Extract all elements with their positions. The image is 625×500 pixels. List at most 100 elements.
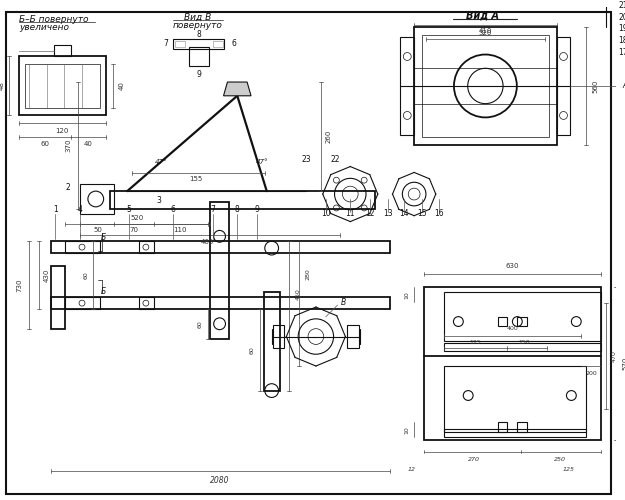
Text: 280: 280 <box>306 268 311 280</box>
Bar <box>173 39 224 48</box>
Text: 465: 465 <box>201 239 214 245</box>
Text: 9: 9 <box>254 206 259 214</box>
Text: 12: 12 <box>408 466 416 471</box>
Text: 7: 7 <box>210 206 215 214</box>
Text: 250: 250 <box>554 457 566 462</box>
Bar <box>422 35 549 137</box>
Text: 48: 48 <box>0 82 4 90</box>
Text: 320: 320 <box>479 30 492 36</box>
Text: 9: 9 <box>196 70 201 78</box>
Text: увеличено: увеличено <box>19 22 69 32</box>
Text: 450: 450 <box>296 288 301 300</box>
Text: 150: 150 <box>518 340 530 344</box>
Bar <box>80 184 114 214</box>
Bar <box>518 422 527 432</box>
Text: 400: 400 <box>506 326 518 331</box>
Bar <box>213 41 222 46</box>
Bar <box>65 297 100 309</box>
Text: 5: 5 <box>127 206 132 214</box>
Text: 570: 570 <box>622 357 625 370</box>
Bar <box>348 325 359 348</box>
Bar <box>272 325 284 348</box>
Text: 6: 6 <box>232 39 237 48</box>
Text: 470: 470 <box>612 350 617 362</box>
Text: 23: 23 <box>301 155 311 164</box>
Text: 18: 18 <box>619 36 625 46</box>
Text: Б–Б повернуто: Б–Б повернуто <box>19 14 89 24</box>
Text: 520: 520 <box>131 214 144 220</box>
Text: 10: 10 <box>405 292 410 299</box>
Text: 60: 60 <box>84 272 89 279</box>
Bar <box>51 297 389 309</box>
Bar <box>109 191 375 209</box>
Text: 120: 120 <box>56 128 69 134</box>
Text: 270: 270 <box>468 457 479 462</box>
Text: 630: 630 <box>506 263 519 269</box>
Text: 60: 60 <box>249 346 254 354</box>
Bar <box>176 41 185 46</box>
Text: 155: 155 <box>189 176 202 182</box>
Text: 13: 13 <box>382 209 392 218</box>
Text: 40: 40 <box>84 141 92 147</box>
Bar <box>65 241 100 253</box>
Text: 10: 10 <box>405 426 410 434</box>
Text: 22: 22 <box>331 155 340 164</box>
Text: 370: 370 <box>65 138 71 152</box>
Text: 19: 19 <box>619 24 625 34</box>
Text: 70: 70 <box>129 228 139 234</box>
Text: 2: 2 <box>66 182 71 192</box>
Text: 15: 15 <box>418 209 427 218</box>
Text: Вид В: Вид В <box>184 12 212 22</box>
Text: 12: 12 <box>365 209 374 218</box>
Text: 10: 10 <box>321 209 331 218</box>
Text: 20: 20 <box>619 12 625 22</box>
Text: 260: 260 <box>326 130 332 143</box>
Bar <box>444 366 586 432</box>
Text: повернуто: повернуто <box>173 20 223 30</box>
Text: 110: 110 <box>174 228 187 234</box>
Bar <box>498 422 508 432</box>
Bar <box>401 37 414 135</box>
Bar <box>444 292 601 341</box>
Text: 8: 8 <box>235 206 239 214</box>
Text: B: B <box>341 298 346 306</box>
Text: 14: 14 <box>399 209 409 218</box>
Text: 125: 125 <box>470 340 481 344</box>
Text: 410: 410 <box>479 28 492 34</box>
Bar <box>424 288 601 440</box>
Bar <box>498 316 508 326</box>
Text: 11: 11 <box>346 209 355 218</box>
Bar <box>414 27 557 145</box>
Text: 6: 6 <box>171 206 176 214</box>
Text: 16: 16 <box>434 209 444 218</box>
Bar <box>518 316 527 326</box>
Text: 17: 17 <box>619 48 625 57</box>
Text: 560: 560 <box>593 80 599 92</box>
Bar <box>51 241 389 253</box>
Bar <box>444 343 601 351</box>
Bar <box>139 297 154 309</box>
Text: 50: 50 <box>93 228 102 234</box>
Text: 2080: 2080 <box>211 476 230 484</box>
Text: Б: Б <box>101 287 106 296</box>
Text: 8: 8 <box>197 30 201 40</box>
Text: 200: 200 <box>585 371 597 376</box>
Text: 430: 430 <box>44 268 49 282</box>
Bar <box>139 241 154 253</box>
Text: 125: 125 <box>563 466 575 471</box>
Bar <box>25 64 100 108</box>
Text: 47°: 47° <box>156 158 168 164</box>
Text: 47°: 47° <box>256 158 268 164</box>
Text: 730: 730 <box>16 278 22 291</box>
Text: 4: 4 <box>78 206 82 214</box>
Bar <box>444 429 586 437</box>
Text: Б: Б <box>101 233 106 242</box>
Bar <box>51 266 65 328</box>
Bar <box>557 37 571 135</box>
Bar <box>54 44 71 56</box>
Text: 1: 1 <box>53 206 58 214</box>
Text: 21: 21 <box>619 1 625 10</box>
Text: 60: 60 <box>41 141 49 147</box>
Text: Вид A: Вид A <box>466 10 499 20</box>
Text: 7: 7 <box>163 39 168 48</box>
